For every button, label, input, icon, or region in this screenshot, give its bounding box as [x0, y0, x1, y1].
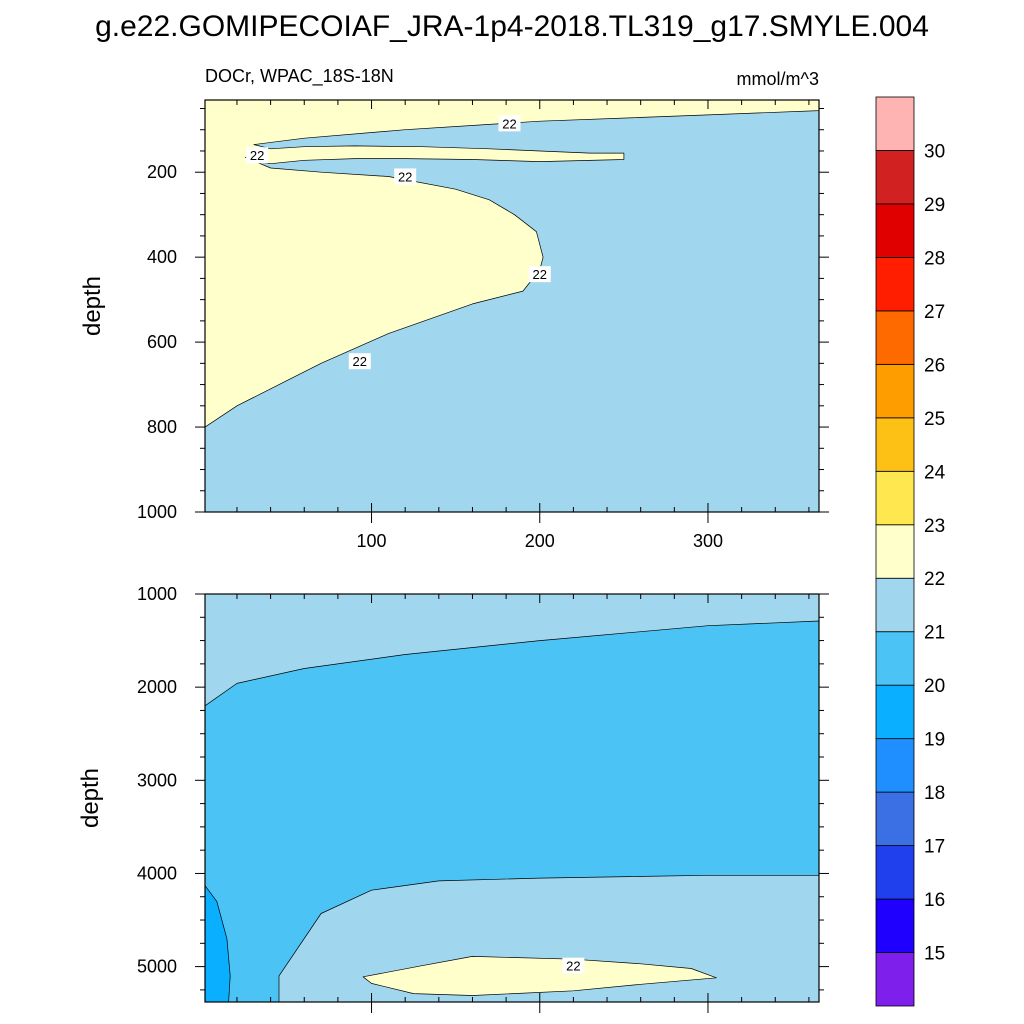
contour-label: 22 [533, 267, 547, 282]
colorbar-label: 16 [924, 890, 945, 911]
colorbar-label: 28 [924, 248, 945, 269]
y-tick-label: 2000 [137, 677, 177, 697]
contour-label-bg [348, 353, 371, 370]
lower-panel: 22 1000 2000 3000 4000 5000 depth [77, 584, 829, 1013]
contour-label: 22 [398, 169, 412, 184]
colorbar-label: 22 [924, 569, 945, 590]
colorbar-swatch [875, 631, 915, 686]
x-tick-label: 200 [525, 531, 555, 551]
colorbar-swatch [875, 363, 915, 419]
y-tick-label: 5000 [137, 957, 177, 977]
contour-label-bg [528, 266, 551, 283]
colorbar: 15 16 17 18 19 20 21 22 23 24 25 26 27 28 29 30 [875, 96, 946, 1007]
contour-label-bg [498, 115, 521, 132]
colorbar-label: 24 [924, 462, 946, 483]
variable-label: DOCr, WPAC_18S-18N [205, 66, 394, 87]
upper-panel: 22 22 22 22 22 100 200 300 200 400 600 800 1000 dep… [79, 99, 829, 551]
colorbar-label: 26 [924, 355, 945, 376]
colorbar-label: 17 [924, 837, 945, 858]
contour-label-bg [246, 147, 269, 164]
colorbar-label: 21 [924, 623, 945, 644]
colorbar-label: 15 [924, 944, 945, 965]
y-tick-label: 200 [147, 162, 177, 182]
contour-label-bg [394, 168, 417, 185]
lower-panel-frame [204, 593, 820, 1003]
lower-ylabel: depth [77, 768, 104, 828]
colorbar-label: 20 [924, 676, 945, 697]
contour-label: 22 [353, 354, 367, 369]
colorbar-swatch [875, 738, 915, 793]
contour-label: 22 [566, 959, 580, 974]
contour-region-20-21 [205, 620, 819, 1002]
upper-panel-frame [204, 99, 820, 513]
contour-label: 22 [250, 148, 264, 163]
colorbar-label: 30 [924, 141, 945, 162]
contour-region-19-20 [205, 885, 231, 1002]
chart-title: g.e22.GOMIPECOIAF_JRA-1p4-2018.TL319_g17… [95, 10, 929, 43]
y-tick-label: 1000 [137, 502, 177, 522]
units-label: mmol/m^3 [737, 69, 819, 89]
colorbar-label: 19 [924, 730, 945, 751]
colorbar-swatch [875, 203, 915, 258]
colorbar-swatch [875, 898, 915, 953]
colorbar-label: 18 [924, 783, 945, 804]
x-tick-label: 100 [357, 531, 387, 551]
colorbar-label: 27 [924, 302, 945, 323]
y-tick-label: 600 [147, 332, 177, 352]
colorbar-swatch [875, 417, 915, 472]
colorbar-swatch [875, 524, 915, 579]
colorbar-swatch [875, 845, 915, 900]
colorbar-label: 25 [924, 409, 945, 430]
colorbar-swatch [875, 470, 915, 526]
upper-ylabel: depth [79, 276, 106, 336]
colorbar-swatch [875, 684, 915, 740]
colorbar-swatch [875, 310, 915, 365]
colorbar-swatch [875, 577, 915, 633]
colorbar-swatch [875, 952, 915, 1007]
contour-region-22-23 [362, 956, 717, 996]
y-tick-label: 400 [147, 247, 177, 267]
colorbar-swatch [875, 150, 915, 205]
colorbar-swatch [875, 257, 915, 312]
colorbar-label: 23 [924, 516, 945, 537]
colorbar-swatch [875, 791, 915, 846]
y-tick-label: 4000 [137, 863, 177, 883]
colorbar-swatch [875, 96, 915, 151]
colorbar-label: 29 [924, 195, 945, 216]
contour-label: 22 [502, 116, 516, 131]
y-tick-label: 3000 [137, 770, 177, 790]
contour-label-bg [562, 957, 585, 974]
x-tick-label: 300 [693, 531, 723, 551]
y-tick-label: 800 [147, 417, 177, 437]
y-tick-label: 1000 [137, 584, 177, 604]
